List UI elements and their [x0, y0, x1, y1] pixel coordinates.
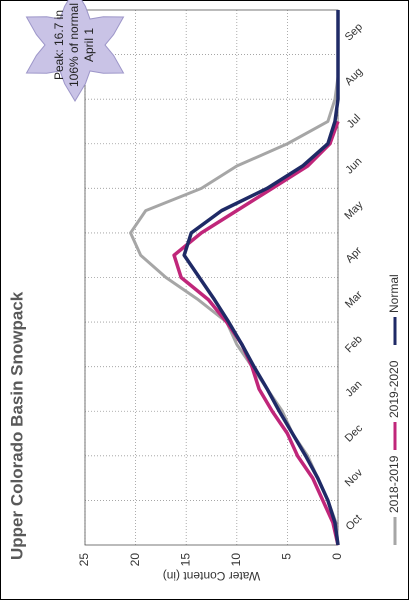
x-tick-label: Aug [343, 66, 365, 88]
x-tick-label: Jan [343, 378, 364, 399]
chart-title: Upper Colorado Basin Snowpack [7, 291, 26, 560]
series-line [182, 10, 340, 546]
x-tick-label: Sep [343, 21, 365, 43]
x-tick-label: Oct [344, 512, 365, 533]
annotation: April 1 [82, 28, 96, 62]
snowflake [25, 0, 125, 102]
x-tick-label: Feb [343, 333, 365, 355]
y-tick-label: 10 [229, 553, 243, 567]
legend-label: Normal [387, 274, 401, 313]
y-tick-label: 25 [77, 553, 91, 567]
plot-frame [84, 9, 339, 546]
y-tick-label: 5 [280, 553, 294, 560]
x-tick-label: May [342, 199, 366, 223]
x-tick-label: Jun [343, 155, 364, 176]
y-axis-label: Water Content (in) [163, 569, 261, 583]
x-tick-label: Nov [343, 467, 366, 490]
annotation: 106% of normal [67, 3, 81, 87]
y-tick-label: 0 [330, 553, 344, 560]
y-tick-label: 20 [128, 553, 142, 567]
x-tick-label: Dec [343, 422, 366, 445]
series-line [129, 76, 340, 546]
legend-label: 2018-2019 [387, 455, 401, 513]
x-tick-label: Jul [345, 112, 363, 130]
chart: Upper Colorado Basin Snowpack 0 5 10 15 20 25… [7, 0, 401, 583]
annotation: Peak: 16.7 in [52, 10, 66, 80]
x-tick-label: Apr [344, 245, 365, 266]
x-tick-label: Mar [343, 289, 365, 311]
legend-label: 2019-2020 [387, 360, 401, 418]
series-line [172, 120, 340, 546]
y-tick-label: 15 [178, 553, 192, 567]
